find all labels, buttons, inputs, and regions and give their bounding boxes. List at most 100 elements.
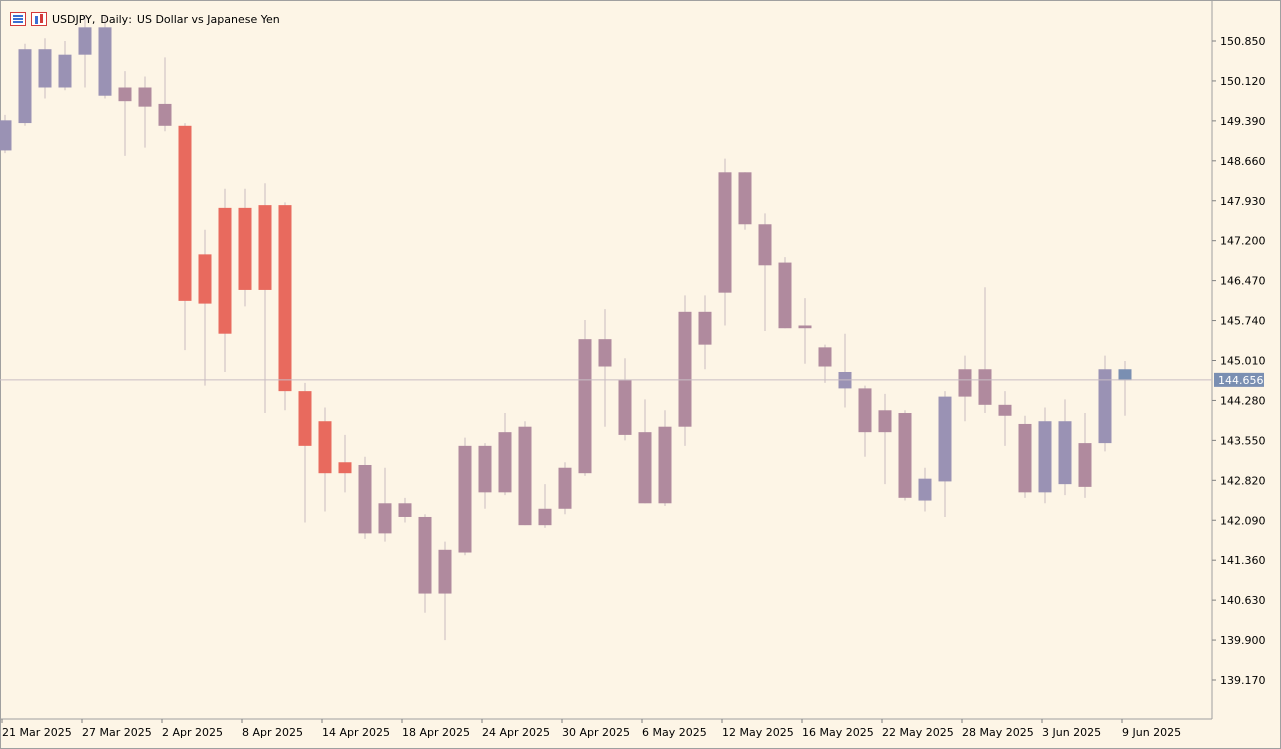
candle [738,172,752,230]
time-tick-label: 6 May 2025 [642,726,707,739]
price-tick-label: 150.120 [1220,75,1266,88]
candle [258,183,272,414]
candle-body [118,87,132,102]
candle-body [858,388,872,433]
candle [638,399,652,504]
candle-body [218,207,232,334]
candle [958,355,972,422]
candle-body [1098,369,1112,444]
quick-list-icon[interactable] [10,12,26,26]
candle [378,467,392,542]
candle [978,287,992,414]
candle [818,344,832,383]
time-tick-label: 21 Mar 2025 [2,726,72,739]
candle-body [618,380,632,435]
candle [138,76,152,148]
candle-body [738,172,752,225]
candle [698,295,712,370]
price-tick-label: 140.630 [1220,594,1266,607]
candle-body [698,311,712,345]
candle [898,410,912,501]
price-tick-label: 149.390 [1220,115,1266,128]
candle [758,213,772,331]
candle-body [298,391,312,446]
price-tick-label: 147.200 [1220,235,1266,248]
candle [1078,413,1092,498]
candle [458,437,472,556]
candle [218,188,232,372]
candle-body [538,508,552,526]
candle [338,434,352,493]
candle-body [818,347,832,367]
candle-body [78,27,92,55]
candle-body [0,120,12,151]
time-tick-label: 2 Apr 2025 [162,726,223,739]
candle-body [758,224,772,266]
candle [518,421,532,526]
candle [558,462,572,515]
candle-body [718,172,732,293]
candle [1118,361,1132,416]
chart-description: US Dollar vs Japanese Yen [136,12,280,26]
candle-body [1118,369,1132,381]
price-tick-label: 139.900 [1220,634,1266,647]
time-tick-label: 8 Apr 2025 [242,726,303,739]
candle [938,391,952,517]
price-tick-label: 145.740 [1220,315,1266,328]
price-tick-label: 150.850 [1220,35,1266,48]
candle-body [938,396,952,482]
candle-body [518,426,532,526]
candle-body [998,404,1012,416]
candle [538,484,552,528]
candle-body [178,125,192,301]
candle [838,333,852,408]
candle [178,123,192,351]
candle-body [358,464,372,534]
candle-body [1038,421,1052,493]
candle-body [638,432,652,504]
candle [998,391,1012,446]
candle [678,295,692,446]
candle [778,257,792,329]
time-tick-label: 12 May 2025 [722,726,794,739]
time-tick-label: 18 Apr 2025 [402,726,470,739]
candle [318,407,332,512]
candle [358,456,372,539]
time-axis: 21 Mar 2025 27 Mar 2025 2 Apr 2025 8 Apr 20… [1,719,1181,739]
candle-body [278,205,292,392]
time-tick-label: 3 Jun 2025 [1042,726,1101,739]
candle-body [678,311,692,427]
candle-body [1018,423,1032,493]
candle-body [798,325,812,329]
candle [1058,399,1072,496]
candle-body [458,445,472,553]
current-price-badge [1214,372,1264,387]
candle-body [138,87,152,107]
candle [298,382,312,523]
candle [498,413,512,496]
candle [478,443,492,509]
candle [1098,355,1112,452]
candle-body [778,262,792,329]
candle-body [918,478,932,501]
candle [0,114,12,154]
price-tick-label: 148.660 [1220,155,1266,168]
chart-type-icon[interactable] [31,12,47,26]
candle-body [958,369,972,397]
price-tick-label: 145.010 [1220,355,1266,368]
candle-body [1058,421,1072,485]
time-tick-label: 16 May 2025 [802,726,874,739]
time-tick-label: 22 May 2025 [882,726,954,739]
candle-body [58,54,72,88]
candle-body [258,205,272,290]
candle-body [238,207,252,290]
candle-body [978,369,992,405]
candle-body [578,339,592,474]
candle-body [558,467,572,509]
candle [238,188,252,307]
candles-group [0,16,1132,641]
candle-body [18,49,32,124]
chart-title-bar: USDJPY, Daily: US Dollar vs Japanese Yen [10,10,280,28]
candle [918,467,932,512]
